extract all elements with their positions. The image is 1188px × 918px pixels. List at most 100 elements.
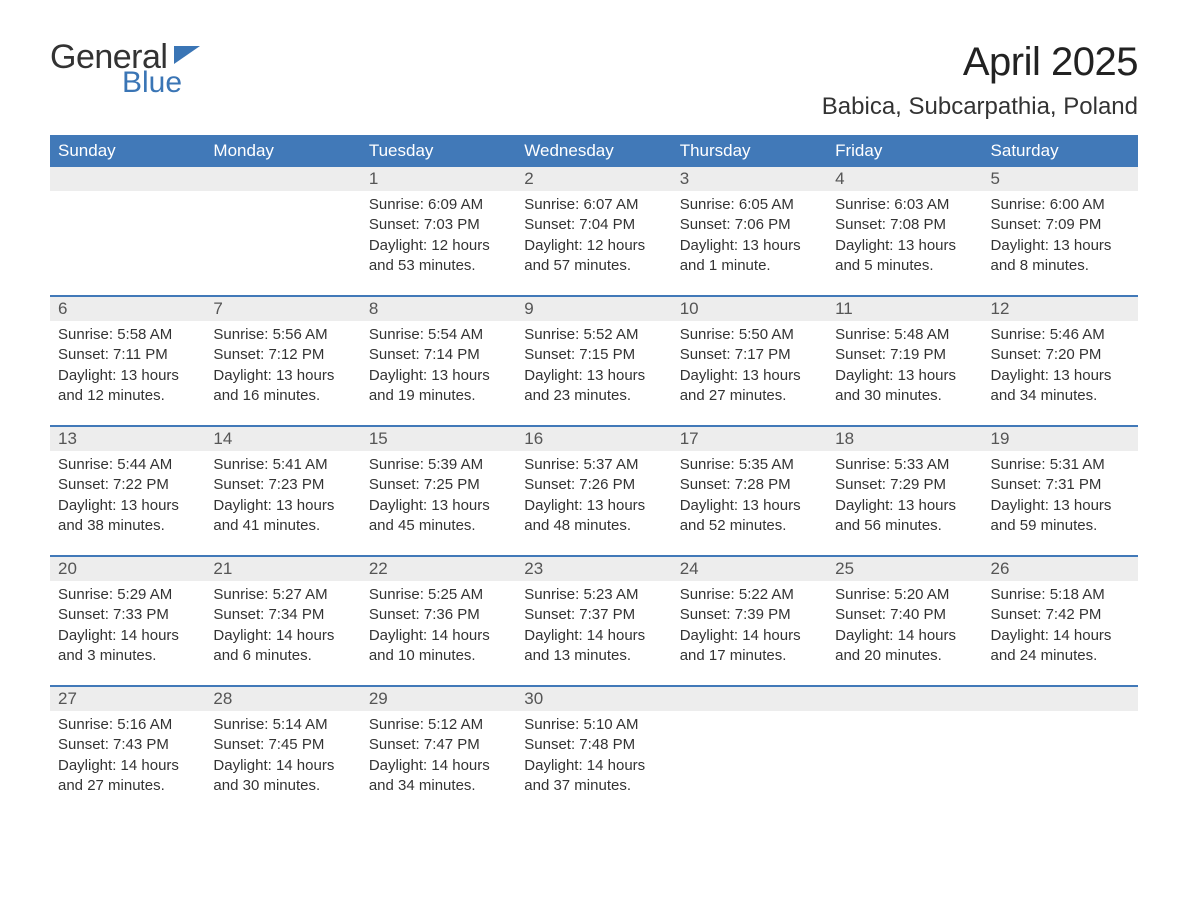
- calendar-cell: [205, 167, 360, 295]
- dayhead-tuesday: Tuesday: [361, 135, 516, 167]
- daylight-text: Daylight: 13 hours and 34 minutes.: [991, 366, 1130, 407]
- calendar-cell: 25Sunrise: 5:20 AMSunset: 7:40 PMDayligh…: [827, 557, 982, 685]
- calendar-cell: 28 Sunrise: 5:14 AMSunset: 7:45 PMDayligh…: [205, 687, 360, 815]
- day-details: Sunrise: 5:31 AMSunset: 7:31 PMDaylight:…: [983, 455, 1138, 536]
- day-number: 30: [516, 687, 671, 711]
- sunrise-text: Sunrise: 5:31 AM: [991, 455, 1130, 475]
- day-details: Sunrise: 5:37 AMSunset: 7:26 PMDaylight:…: [516, 455, 671, 536]
- sunset-text: Sunset: 7:23 PM: [213, 475, 352, 495]
- day-number: 6: [50, 297, 205, 321]
- day-details: Sunrise: 5:56 AMSunset: 7:12 PMDaylight:…: [205, 325, 360, 406]
- day-number: 18: [827, 427, 982, 451]
- day-details: Sunrise: 5:52 AMSunset: 7:15 PMDaylight:…: [516, 325, 671, 406]
- daylight-text: Daylight: 14 hours and 37 minutes.: [524, 756, 663, 797]
- sunset-text: Sunset: 7:29 PM: [835, 475, 974, 495]
- calendar-cell: 16 Sunrise: 5:37 AMSunset: 7:26 PMDayligh…: [516, 427, 671, 555]
- day-number: 1: [361, 167, 516, 191]
- calendar-cell: 7 Sunrise: 5:56 AMSunset: 7:12 PMDaylight…: [205, 297, 360, 425]
- calendar-cell: 17Sunrise: 5:35 AMSunset: 7:28 PMDayligh…: [672, 427, 827, 555]
- dayhead-sunday: Sunday: [50, 135, 205, 167]
- sunrise-text: Sunrise: 5:14 AM: [213, 715, 352, 735]
- sunset-text: Sunset: 7:20 PM: [991, 345, 1130, 365]
- day-details: Sunrise: 5:48 AMSunset: 7:19 PMDaylight:…: [827, 325, 982, 406]
- day-details: Sunrise: 5:44 AMSunset: 7:22 PMDaylight:…: [50, 455, 205, 536]
- day-details: Sunrise: 5:35 AMSunset: 7:28 PMDaylight:…: [672, 455, 827, 536]
- day-number: [205, 167, 360, 191]
- daylight-text: Daylight: 13 hours and 38 minutes.: [58, 496, 197, 537]
- day-details: Sunrise: 5:18 AMSunset: 7:42 PMDaylight:…: [983, 585, 1138, 666]
- calendar-cell: 2Sunrise: 6:07 AMSunset: 7:04 PMDaylight…: [516, 167, 671, 295]
- day-number: 16: [516, 427, 671, 451]
- calendar-cell: [827, 687, 982, 815]
- sunset-text: Sunset: 7:17 PM: [680, 345, 819, 365]
- calendar-cell: 20Sunrise: 5:29 AMSunset: 7:33 PMDayligh…: [50, 557, 205, 685]
- day-number: 25: [827, 557, 982, 581]
- week-row: 13Sunrise: 5:44 AMSunset: 7:22 PMDayligh…: [50, 425, 1138, 555]
- daylight-text: Daylight: 13 hours and 56 minutes.: [835, 496, 974, 537]
- location-text: Babica, Subcarpathia, Poland: [822, 93, 1138, 121]
- sunrise-text: Sunrise: 5:20 AM: [835, 585, 974, 605]
- sunset-text: Sunset: 7:45 PM: [213, 735, 352, 755]
- sunset-text: Sunset: 7:34 PM: [213, 605, 352, 625]
- sunset-text: Sunset: 7:06 PM: [680, 215, 819, 235]
- day-number: 28: [205, 687, 360, 711]
- calendar-cell: 5Sunrise: 6:00 AMSunset: 7:09 PMDaylight…: [983, 167, 1138, 295]
- sunrise-text: Sunrise: 5:35 AM: [680, 455, 819, 475]
- calendar-cell: 26Sunrise: 5:18 AMSunset: 7:42 PMDayligh…: [983, 557, 1138, 685]
- day-details: Sunrise: 5:16 AMSunset: 7:43 PMDaylight:…: [50, 715, 205, 796]
- daylight-text: Daylight: 14 hours and 27 minutes.: [58, 756, 197, 797]
- calendar-cell: 1 Sunrise: 6:09 AMSunset: 7:03 PMDaylight…: [361, 167, 516, 295]
- sunset-text: Sunset: 7:04 PM: [524, 215, 663, 235]
- weeks-container: 1 Sunrise: 6:09 AMSunset: 7:03 PMDaylight…: [50, 167, 1138, 815]
- sunset-text: Sunset: 7:26 PM: [524, 475, 663, 495]
- day-number: 7: [205, 297, 360, 321]
- sunrise-text: Sunrise: 6:03 AM: [835, 195, 974, 215]
- daylight-text: Daylight: 13 hours and 59 minutes.: [991, 496, 1130, 537]
- day-details: Sunrise: 5:25 AMSunset: 7:36 PMDaylight:…: [361, 585, 516, 666]
- sunrise-text: Sunrise: 6:05 AM: [680, 195, 819, 215]
- day-details: Sunrise: 5:29 AMSunset: 7:33 PMDaylight:…: [50, 585, 205, 666]
- day-number: 27: [50, 687, 205, 711]
- day-details: Sunrise: 6:09 AMSunset: 7:03 PMDaylight:…: [361, 195, 516, 276]
- day-details: Sunrise: 5:50 AMSunset: 7:17 PMDaylight:…: [672, 325, 827, 406]
- calendar-cell: 27 Sunrise: 5:16 AMSunset: 7:43 PMDayligh…: [50, 687, 205, 815]
- daylight-text: Daylight: 13 hours and 23 minutes.: [524, 366, 663, 407]
- week-row: 1 Sunrise: 6:09 AMSunset: 7:03 PMDaylight…: [50, 167, 1138, 295]
- sunrise-text: Sunrise: 5:48 AM: [835, 325, 974, 345]
- day-header-row: Sunday Monday Tuesday Wednesday Thursday…: [50, 135, 1138, 167]
- sunset-text: Sunset: 7:12 PM: [213, 345, 352, 365]
- week-row: 6Sunrise: 5:58 AMSunset: 7:11 PMDaylight…: [50, 295, 1138, 425]
- sunset-text: Sunset: 7:08 PM: [835, 215, 974, 235]
- sunrise-text: Sunrise: 5:37 AM: [524, 455, 663, 475]
- day-details: Sunrise: 5:14 AMSunset: 7:45 PMDaylight:…: [205, 715, 360, 796]
- sunrise-text: Sunrise: 5:52 AM: [524, 325, 663, 345]
- day-details: Sunrise: 5:27 AMSunset: 7:34 PMDaylight:…: [205, 585, 360, 666]
- daylight-text: Daylight: 13 hours and 52 minutes.: [680, 496, 819, 537]
- calendar-cell: 30Sunrise: 5:10 AMSunset: 7:48 PMDayligh…: [516, 687, 671, 815]
- day-number: 2: [516, 167, 671, 191]
- calendar-cell: 11Sunrise: 5:48 AMSunset: 7:19 PMDayligh…: [827, 297, 982, 425]
- sunrise-text: Sunrise: 5:50 AM: [680, 325, 819, 345]
- day-number: 24: [672, 557, 827, 581]
- sunrise-text: Sunrise: 5:54 AM: [369, 325, 508, 345]
- day-number: 22: [361, 557, 516, 581]
- calendar-cell: 19Sunrise: 5:31 AMSunset: 7:31 PMDayligh…: [983, 427, 1138, 555]
- sunrise-text: Sunrise: 5:44 AM: [58, 455, 197, 475]
- day-details: Sunrise: 5:12 AMSunset: 7:47 PMDaylight:…: [361, 715, 516, 796]
- dayhead-wednesday: Wednesday: [516, 135, 671, 167]
- sunset-text: Sunset: 7:22 PM: [58, 475, 197, 495]
- brand-blue: Blue: [122, 68, 200, 98]
- daylight-text: Daylight: 14 hours and 20 minutes.: [835, 626, 974, 667]
- sunset-text: Sunset: 7:11 PM: [58, 345, 197, 365]
- sunset-text: Sunset: 7:28 PM: [680, 475, 819, 495]
- daylight-text: Daylight: 13 hours and 41 minutes.: [213, 496, 352, 537]
- sunrise-text: Sunrise: 5:18 AM: [991, 585, 1130, 605]
- day-number: 15: [361, 427, 516, 451]
- day-number: 5: [983, 167, 1138, 191]
- day-details: Sunrise: 5:33 AMSunset: 7:29 PMDaylight:…: [827, 455, 982, 536]
- brand-logo-text: General Blue: [50, 40, 200, 98]
- day-number: 23: [516, 557, 671, 581]
- flag-icon: [174, 46, 200, 64]
- daylight-text: Daylight: 14 hours and 34 minutes.: [369, 756, 508, 797]
- sunset-text: Sunset: 7:47 PM: [369, 735, 508, 755]
